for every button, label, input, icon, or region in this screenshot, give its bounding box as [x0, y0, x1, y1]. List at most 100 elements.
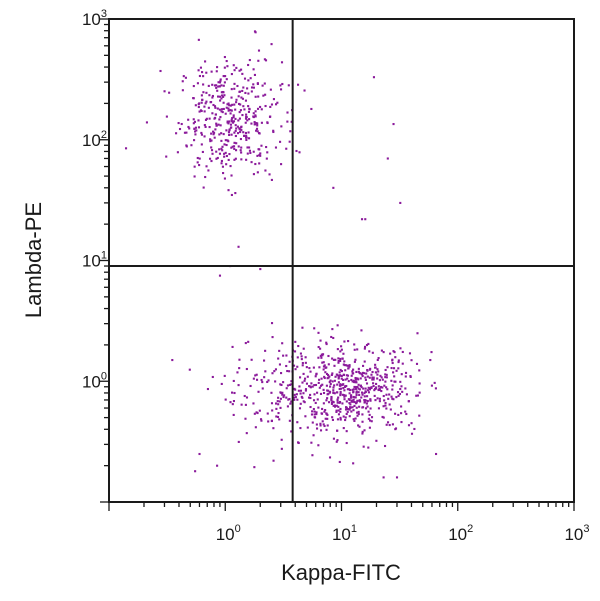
data-point	[214, 116, 217, 119]
data-point	[295, 149, 298, 153]
data-point	[344, 418, 347, 422]
axis-ticks	[100, 18, 575, 511]
data-point	[252, 377, 255, 380]
data-point	[165, 155, 168, 158]
data-point	[298, 407, 302, 410]
data-point	[203, 105, 206, 108]
data-point	[343, 398, 346, 401]
data-point	[357, 383, 360, 386]
data-point	[254, 162, 257, 166]
data-point	[233, 131, 236, 134]
data-point	[285, 147, 288, 150]
data-point	[195, 129, 198, 132]
data-point	[240, 146, 243, 149]
data-point	[213, 131, 216, 134]
data-point	[387, 397, 390, 400]
data-point	[218, 152, 222, 155]
data-point	[220, 97, 223, 100]
data-point	[357, 370, 360, 373]
data-point	[299, 402, 302, 405]
data-point	[336, 418, 340, 421]
data-point	[312, 399, 316, 402]
data-point	[331, 380, 334, 383]
data-point	[359, 384, 362, 387]
data-point	[317, 346, 320, 349]
data-point	[197, 69, 200, 72]
data-point	[319, 339, 322, 342]
data-point	[288, 360, 291, 363]
data-point	[354, 396, 357, 399]
data-point	[233, 141, 236, 144]
data-point	[344, 394, 347, 397]
data-point	[371, 370, 374, 374]
data-point	[339, 390, 342, 393]
data-point	[281, 82, 284, 86]
data-point	[249, 151, 252, 155]
data-point	[234, 117, 237, 120]
data-point	[329, 379, 332, 382]
data-point	[300, 355, 303, 358]
data-point	[246, 152, 249, 155]
data-point	[252, 68, 255, 71]
data-point	[163, 90, 166, 93]
data-point	[280, 391, 283, 395]
data-point	[237, 102, 241, 106]
data-point	[268, 173, 271, 176]
data-point	[434, 387, 437, 390]
data-point	[245, 367, 248, 371]
data-point	[343, 395, 346, 398]
data-point	[193, 175, 196, 178]
data-point	[252, 116, 255, 119]
data-point	[194, 126, 198, 129]
data-point	[285, 387, 288, 390]
data-point	[223, 94, 226, 97]
data-point	[205, 100, 208, 103]
data-point	[370, 386, 373, 389]
data-point	[333, 364, 336, 367]
data-point	[352, 400, 355, 403]
data-point	[218, 133, 221, 136]
data-point	[313, 410, 316, 413]
data-point	[354, 358, 357, 361]
data-point	[292, 364, 296, 367]
data-point	[254, 95, 257, 98]
data-point	[211, 375, 214, 379]
data-point	[228, 153, 231, 156]
data-point	[343, 360, 346, 363]
data-point	[250, 86, 254, 89]
data-point	[357, 378, 360, 381]
data-point	[349, 403, 352, 406]
data-point	[312, 434, 315, 437]
data-point	[341, 357, 344, 360]
data-point	[202, 83, 205, 86]
data-point	[357, 424, 360, 427]
data-point	[345, 406, 348, 409]
data-point	[351, 388, 354, 391]
data-point	[376, 397, 379, 400]
data-point	[349, 406, 352, 409]
data-point	[310, 382, 313, 385]
data-point	[280, 447, 283, 450]
data-point	[212, 133, 215, 136]
data-point	[264, 370, 267, 373]
data-point	[386, 421, 390, 424]
data-point	[354, 385, 357, 389]
data-point	[264, 59, 268, 62]
data-point	[356, 385, 359, 389]
data-point	[385, 423, 388, 426]
data-point	[311, 421, 314, 424]
data-point	[293, 387, 296, 390]
data-point	[392, 398, 395, 401]
data-point	[233, 158, 236, 161]
data-point	[200, 101, 203, 104]
data-point	[364, 390, 367, 393]
data-point	[371, 376, 374, 379]
data-point	[124, 147, 128, 150]
data-point	[315, 411, 318, 414]
data-point	[394, 412, 397, 415]
data-point	[410, 432, 414, 435]
data-point	[220, 139, 223, 142]
data-point	[223, 155, 226, 158]
data-point	[244, 417, 247, 420]
data-point	[379, 374, 382, 377]
